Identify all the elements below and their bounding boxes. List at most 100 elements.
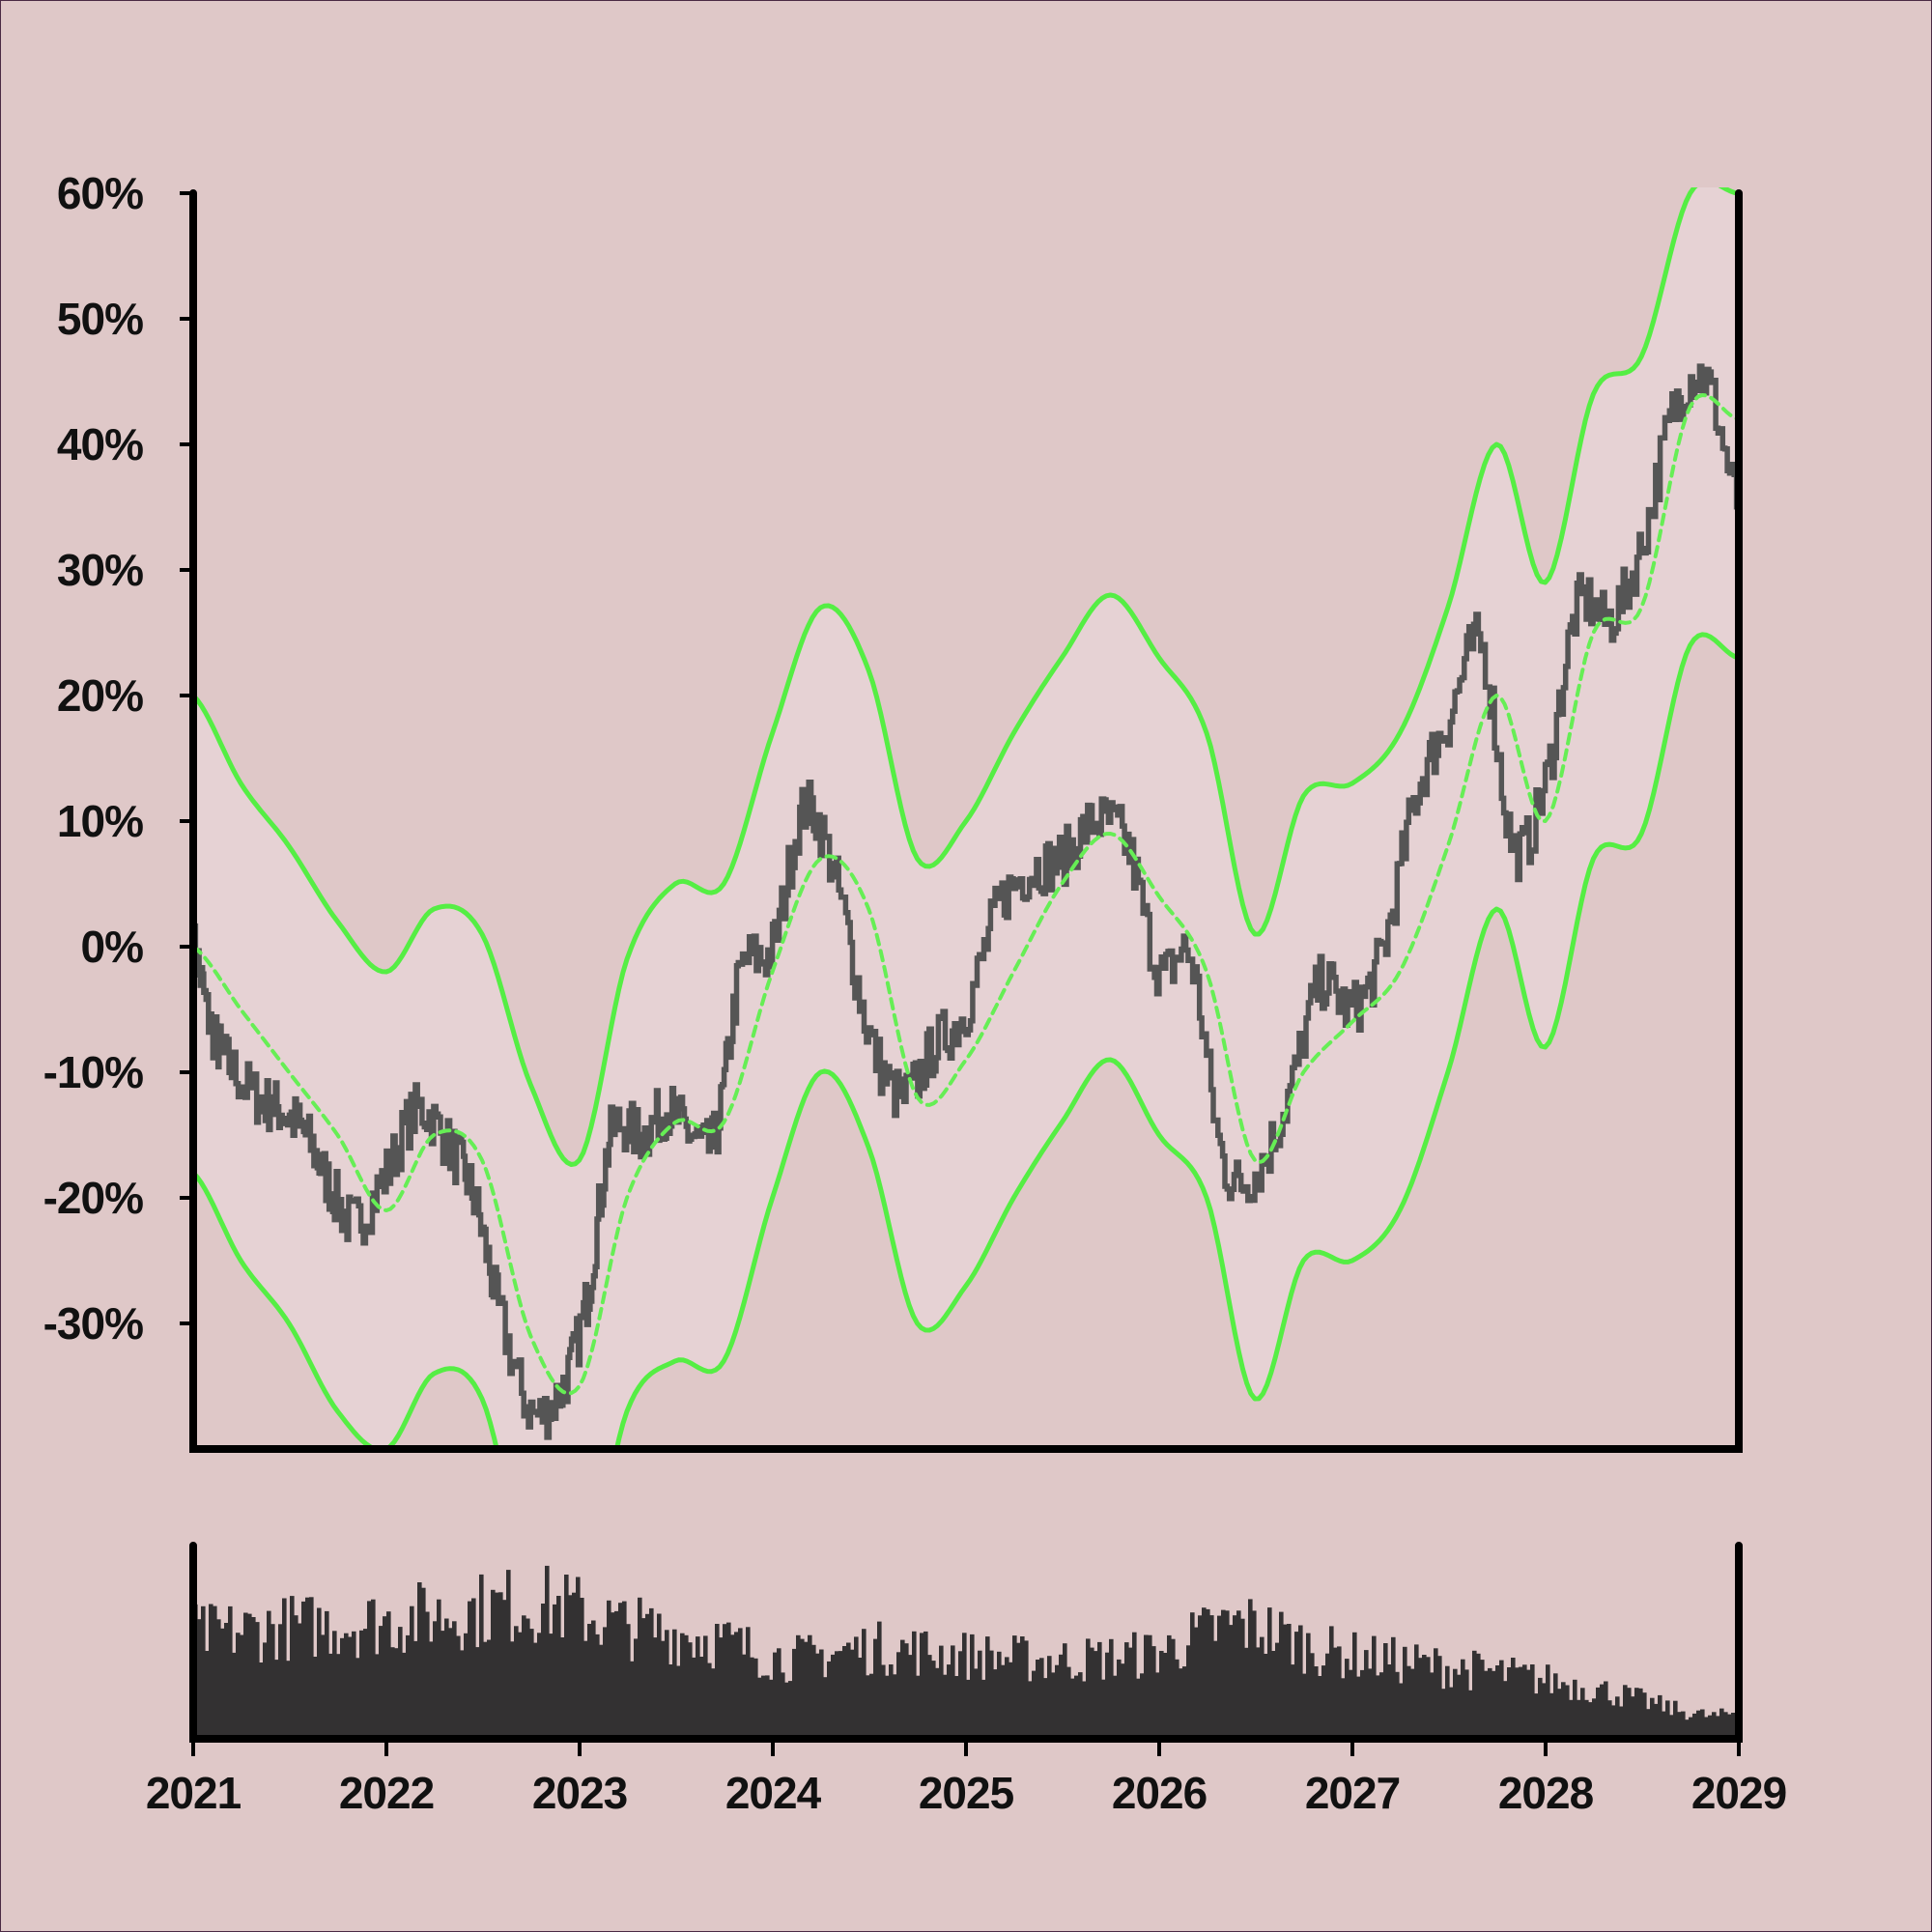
volume-bar bbox=[518, 1632, 523, 1739]
volume-bar bbox=[985, 1636, 990, 1739]
y-axis-tick-labels: 60% 50% 40% 30% 20% 10% 0% -10% -20% -30% bbox=[43, 168, 144, 1349]
volume-bar bbox=[1453, 1668, 1458, 1739]
volume-bar bbox=[738, 1628, 743, 1739]
volume-bar bbox=[1542, 1683, 1547, 1739]
volume-bar bbox=[1005, 1657, 1009, 1739]
volume-bar bbox=[1074, 1675, 1079, 1739]
volume-bar bbox=[1240, 1618, 1245, 1739]
volume-bar bbox=[653, 1637, 658, 1739]
volume-bar bbox=[904, 1643, 909, 1739]
volume-bar bbox=[464, 1633, 469, 1739]
volume-bar bbox=[390, 1647, 395, 1739]
volume-bar bbox=[1495, 1665, 1500, 1739]
volume-bar bbox=[699, 1657, 704, 1739]
volume-bar bbox=[1692, 1713, 1697, 1739]
volume-bar bbox=[881, 1664, 886, 1739]
x-tick-label: 2027 bbox=[1305, 1768, 1400, 1818]
volume-bar bbox=[595, 1634, 600, 1739]
volume-bar bbox=[1615, 1696, 1620, 1739]
axes-layer bbox=[180, 189, 1743, 1756]
volume-bar bbox=[1627, 1688, 1632, 1739]
volume-bar bbox=[1379, 1672, 1384, 1739]
volume-bar bbox=[1499, 1660, 1504, 1739]
volume-bar bbox=[1457, 1674, 1462, 1739]
volume-bar bbox=[781, 1672, 785, 1739]
volume-bar bbox=[1372, 1635, 1377, 1739]
volume-bar bbox=[1399, 1683, 1404, 1739]
volume-bar bbox=[1233, 1615, 1237, 1739]
volume-bar bbox=[1349, 1669, 1353, 1739]
volume-bar bbox=[869, 1673, 874, 1739]
volume-bar bbox=[1132, 1632, 1137, 1739]
volume-bar bbox=[622, 1601, 627, 1739]
volume-bar bbox=[591, 1620, 596, 1739]
volume-bar bbox=[336, 1654, 341, 1739]
volume-bar bbox=[896, 1652, 901, 1739]
volume-bar bbox=[742, 1654, 747, 1739]
volume-bar bbox=[537, 1633, 542, 1739]
volume-bar bbox=[255, 1622, 260, 1739]
volume-bar bbox=[873, 1638, 878, 1739]
volume-bar bbox=[1271, 1651, 1276, 1739]
volume-bar bbox=[1124, 1642, 1129, 1739]
volume-bar bbox=[1337, 1646, 1342, 1739]
volume-bar bbox=[1047, 1656, 1052, 1739]
volume-bar bbox=[757, 1677, 762, 1739]
volume-bar bbox=[1631, 1696, 1635, 1739]
volume-bar bbox=[1731, 1713, 1736, 1739]
volume-bar bbox=[375, 1654, 380, 1739]
volume-bar bbox=[383, 1616, 387, 1739]
volume-bar bbox=[1677, 1712, 1682, 1739]
volume-bar bbox=[1519, 1666, 1523, 1739]
volume-bar bbox=[750, 1657, 754, 1739]
volume-bar bbox=[417, 1582, 422, 1739]
x-tick-label: 2023 bbox=[532, 1768, 627, 1818]
volume-bar bbox=[1264, 1654, 1268, 1739]
volume-bar bbox=[1078, 1672, 1083, 1739]
volume-bar bbox=[298, 1623, 302, 1739]
volume-bar bbox=[1403, 1646, 1407, 1739]
volume-bar bbox=[491, 1589, 496, 1739]
volume-bar bbox=[1036, 1660, 1040, 1739]
volume-bar bbox=[220, 1628, 225, 1739]
volume-bar bbox=[514, 1626, 519, 1739]
volume-bar bbox=[1012, 1635, 1017, 1739]
volume-bar bbox=[406, 1634, 411, 1739]
volume-bar bbox=[835, 1651, 839, 1739]
volume-bar bbox=[804, 1641, 809, 1739]
volume-bar bbox=[228, 1605, 233, 1739]
volume-bar bbox=[587, 1624, 592, 1739]
volume-bar bbox=[630, 1661, 635, 1739]
volume-bar bbox=[1028, 1681, 1033, 1739]
volume-bar bbox=[692, 1657, 696, 1739]
volume-bar bbox=[981, 1679, 986, 1739]
volume-bar bbox=[487, 1639, 492, 1739]
y-tick-label: 60% bbox=[57, 168, 143, 218]
volume-bar bbox=[1267, 1607, 1272, 1739]
volume-bar bbox=[1294, 1632, 1299, 1739]
volume-bar bbox=[927, 1655, 932, 1739]
volume-bar bbox=[657, 1613, 662, 1739]
band-fill-layer bbox=[193, 187, 1739, 1449]
volume-bar bbox=[715, 1624, 720, 1739]
volume-bar bbox=[1221, 1609, 1226, 1739]
volume-bar bbox=[1522, 1664, 1527, 1739]
volume-bar bbox=[746, 1627, 751, 1739]
volume-bar bbox=[1032, 1670, 1037, 1739]
volume-bar bbox=[1163, 1653, 1168, 1739]
volume-bar bbox=[935, 1667, 940, 1739]
volume-bar bbox=[1318, 1676, 1322, 1739]
volume-bar bbox=[753, 1658, 758, 1739]
volume-bar bbox=[1333, 1647, 1338, 1739]
volume-bar bbox=[1484, 1670, 1489, 1739]
moving-average-line bbox=[193, 393, 1739, 1396]
x-tick-label: 2021 bbox=[146, 1768, 242, 1818]
volume-bar bbox=[862, 1629, 867, 1739]
volume-bar bbox=[317, 1607, 322, 1739]
volume-bar bbox=[1070, 1678, 1075, 1739]
volume-bar bbox=[468, 1601, 472, 1739]
upper-band-line bbox=[193, 187, 1739, 1167]
x-tick-label: 2028 bbox=[1498, 1768, 1594, 1818]
volume-bar bbox=[556, 1596, 561, 1739]
volume-bar bbox=[444, 1618, 449, 1739]
